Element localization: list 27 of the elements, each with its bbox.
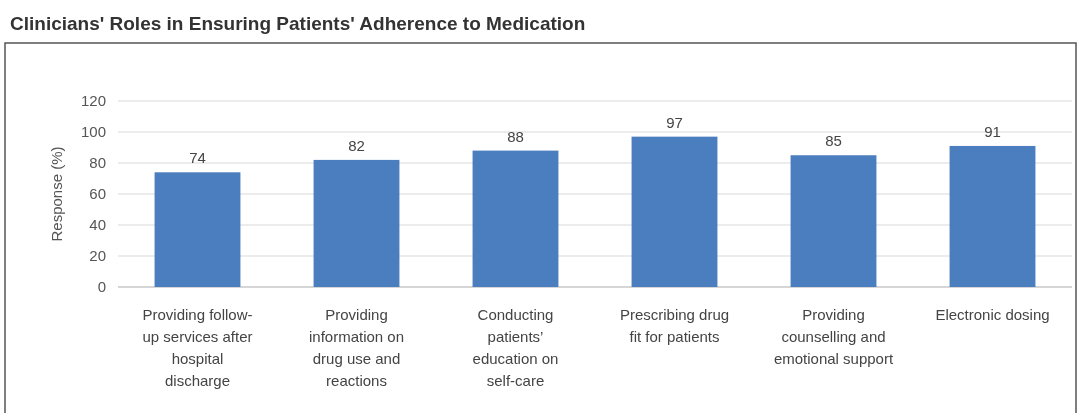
data-label: 97 xyxy=(666,113,683,131)
y-tick-label: 100 xyxy=(80,123,106,140)
data-label: 82 xyxy=(348,136,365,154)
data-label: 74 xyxy=(189,149,206,167)
y-tick-label: 80 xyxy=(89,154,106,171)
bar xyxy=(472,150,559,287)
x-tick-label: Prescribing drug fit for patients xyxy=(619,306,730,345)
bar xyxy=(313,159,400,287)
y-tick-label: 0 xyxy=(97,278,106,295)
bar xyxy=(790,155,877,287)
y-tick-label: 60 xyxy=(89,185,106,202)
chart-title: Clinicians' Roles in Ensuring Patients' Adherence to Medication xyxy=(10,13,586,34)
y-tick-label: 40 xyxy=(89,216,106,233)
bar xyxy=(154,172,241,287)
x-tick-label: Providing information on drug use and reactions xyxy=(308,306,405,389)
y-tick-label: 20 xyxy=(89,247,106,264)
y-axis-title: Response (%) xyxy=(48,146,65,242)
data-label: 85 xyxy=(825,132,842,150)
x-tick-label: Providing counselling and emotional support xyxy=(773,306,894,367)
bar xyxy=(631,136,718,287)
x-tick-label: Electronic dosing xyxy=(935,306,1050,323)
y-tick-label: 120 xyxy=(80,92,106,109)
data-label: 91 xyxy=(984,122,1001,140)
data-label: 88 xyxy=(507,127,524,145)
bar xyxy=(949,145,1036,287)
x-tick-label: Providing follow-up services after hospital discharge xyxy=(142,306,253,389)
x-tick-label: Conducting patients’ education on self-care xyxy=(472,306,559,389)
